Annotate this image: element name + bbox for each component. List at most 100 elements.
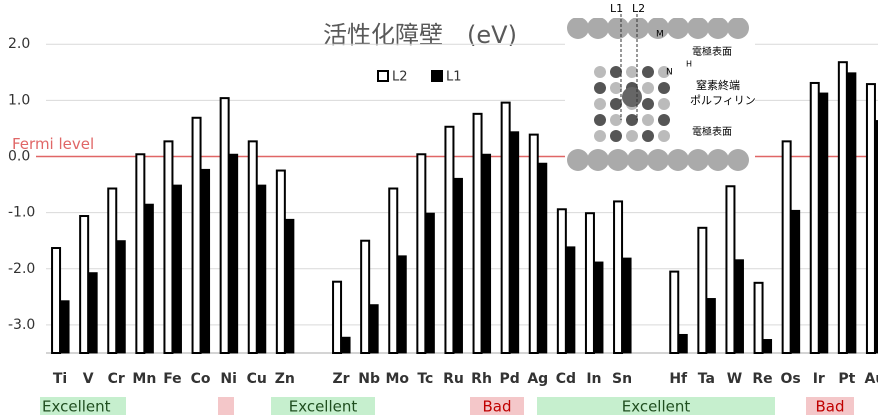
x-tick-label: Nb — [358, 371, 380, 387]
bar — [669, 270, 680, 355]
bar — [416, 153, 427, 354]
y-tick-label: 2.0 — [8, 36, 30, 52]
legend-label: L2 — [392, 70, 408, 85]
annotation-box — [271, 397, 375, 415]
bar — [725, 185, 736, 354]
annotation-label: Bad — [482, 398, 511, 416]
atom — [658, 66, 670, 78]
x-tick-label: Tc — [417, 371, 433, 387]
x-tick-label: Sn — [612, 371, 632, 387]
bar — [453, 177, 463, 354]
x-tick-label: V — [83, 371, 94, 387]
bar — [678, 333, 688, 354]
bar — [60, 300, 70, 354]
bar — [472, 112, 483, 354]
atom — [642, 114, 654, 126]
x-tick-label: Co — [191, 371, 211, 387]
bar — [865, 83, 876, 355]
atom — [594, 98, 606, 110]
bar — [819, 92, 829, 354]
x-tick-label: Cr — [108, 371, 125, 387]
x-tick-label: Zr — [333, 371, 350, 387]
bar — [734, 259, 744, 354]
legend-swatch — [431, 70, 443, 82]
atom — [610, 98, 622, 110]
bar — [397, 255, 407, 354]
bar — [135, 153, 146, 354]
bar — [837, 61, 848, 354]
inset-label: N — [666, 68, 673, 78]
bar — [107, 187, 118, 354]
bar — [285, 218, 295, 354]
atom — [707, 17, 729, 39]
bar — [706, 298, 716, 354]
bar — [875, 120, 878, 354]
bar — [809, 81, 820, 355]
x-tick-label: Ag — [527, 371, 548, 387]
annotation-box — [806, 397, 854, 415]
annotation-box — [40, 397, 126, 415]
annotation-label: Excellent — [289, 398, 358, 416]
annotation-label: Bad — [815, 398, 844, 416]
atom — [594, 130, 606, 142]
annotation-box — [218, 397, 234, 415]
x-tick-label: Ir — [813, 371, 825, 387]
y-tick-label: -3.0 — [8, 317, 35, 333]
bar — [791, 209, 801, 354]
legend-label: L1 — [446, 70, 462, 85]
atom — [626, 66, 638, 78]
bar — [510, 131, 520, 354]
atom — [687, 17, 709, 39]
x-tick-label: Fe — [163, 371, 182, 387]
x-tick-label: Ru — [443, 371, 464, 387]
x-tick-label: W — [727, 371, 742, 387]
x-tick-label: Zn — [275, 371, 295, 387]
bar — [622, 257, 632, 354]
atom — [707, 149, 729, 171]
atom — [642, 98, 654, 110]
bar — [229, 153, 239, 354]
bar — [116, 240, 126, 354]
atom — [587, 17, 609, 39]
metal-atom — [622, 87, 642, 107]
atom — [647, 149, 669, 171]
atom — [594, 66, 606, 78]
y-tick-label: 1.0 — [8, 92, 30, 108]
atom — [610, 82, 622, 94]
atom — [626, 130, 638, 142]
atom — [658, 82, 670, 94]
inset-label: 電極表面 — [692, 125, 732, 138]
atom — [642, 82, 654, 94]
atom — [658, 98, 670, 110]
bar — [444, 125, 455, 355]
atom — [607, 149, 629, 171]
x-tick-label: Rh — [471, 371, 492, 387]
bar — [172, 184, 182, 354]
x-tick-label: Ta — [698, 371, 715, 387]
annotation-label: Excellent — [42, 398, 111, 416]
inset-label: 電極表面 — [692, 45, 732, 58]
atom — [610, 130, 622, 142]
x-tick-label: Hf — [669, 371, 688, 387]
atom — [647, 17, 669, 39]
bar — [556, 208, 567, 354]
bar — [584, 212, 595, 354]
bar — [332, 280, 343, 354]
bar — [163, 140, 174, 354]
reference-label: Fermi level — [12, 135, 94, 153]
atom — [607, 17, 629, 39]
inset-label: L1 — [610, 2, 623, 15]
atom — [658, 114, 670, 126]
annotation-box — [537, 397, 775, 415]
annotation-box — [470, 397, 524, 415]
bar — [191, 116, 202, 354]
inset-label: M — [656, 30, 664, 40]
bar — [88, 272, 98, 354]
x-tick-label: Ti — [53, 371, 67, 387]
y-tick-label: 0.0 — [8, 149, 30, 165]
bar — [79, 215, 90, 354]
inset-label: 窒素終端ポルフィリン — [690, 78, 756, 107]
x-tick-label: Os — [781, 371, 801, 387]
